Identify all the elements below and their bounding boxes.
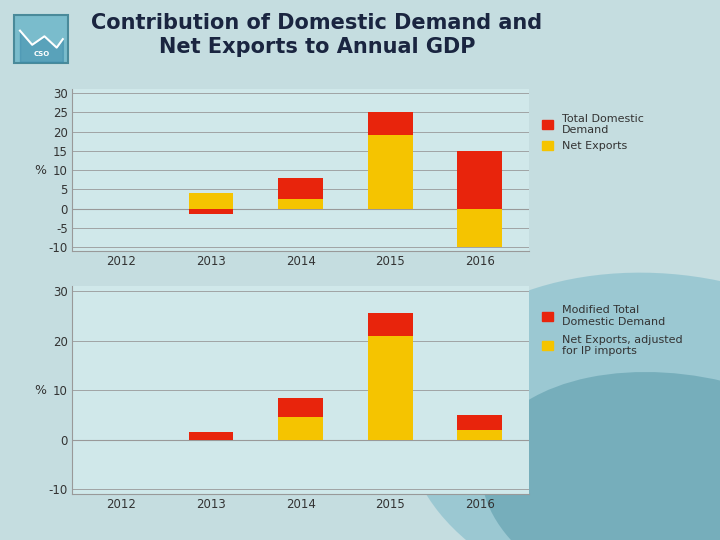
- Ellipse shape: [482, 372, 720, 540]
- Bar: [189, 208, 233, 214]
- Bar: [457, 151, 503, 208]
- Y-axis label: %: %: [35, 383, 46, 397]
- Bar: [368, 136, 413, 208]
- Legend: Total Domestic
Demand, Net Exports: Total Domestic Demand, Net Exports: [542, 113, 644, 151]
- Bar: [189, 193, 233, 208]
- Y-axis label: %: %: [35, 164, 46, 177]
- Bar: [457, 415, 503, 430]
- Bar: [457, 430, 503, 440]
- Bar: [278, 397, 323, 417]
- FancyBboxPatch shape: [14, 15, 68, 63]
- Bar: [278, 199, 323, 208]
- Bar: [368, 336, 413, 440]
- Bar: [278, 417, 323, 440]
- Legend: Modified Total
Domestic Demand, Net Exports, adjusted
for IP imports: Modified Total Domestic Demand, Net Expo…: [542, 305, 683, 356]
- Text: CSO: CSO: [33, 51, 50, 57]
- Bar: [368, 313, 413, 336]
- Ellipse shape: [406, 273, 720, 540]
- Bar: [457, 208, 503, 247]
- Bar: [189, 432, 233, 440]
- Text: Contribution of Domestic Demand and
Net Exports to Annual GDP: Contribution of Domestic Demand and Net …: [91, 13, 542, 57]
- Bar: [278, 178, 323, 199]
- Bar: [368, 112, 413, 136]
